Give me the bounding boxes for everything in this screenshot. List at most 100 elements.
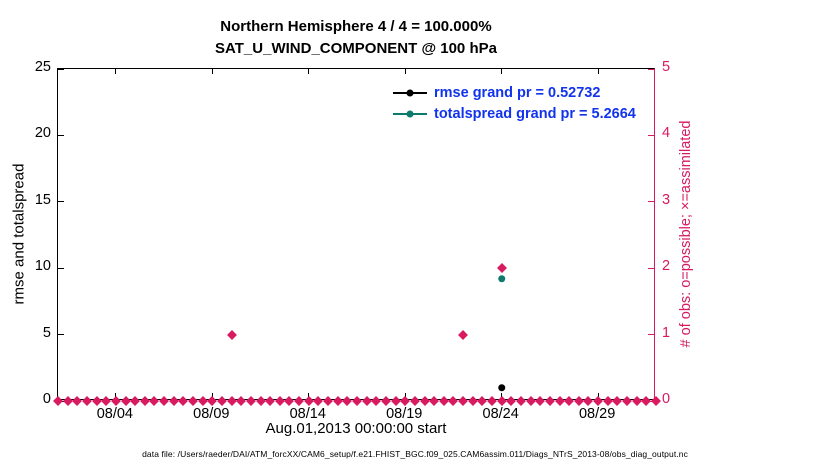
- left-axis-label: rmse and totalspread: [10, 163, 28, 305]
- right-tick-label: 0: [662, 391, 671, 407]
- num-obs-events-marker: [496, 263, 507, 274]
- num-obs-baseline-marker: [390, 396, 401, 406]
- num-obs-baseline-marker: [564, 396, 575, 406]
- num-obs-baseline-marker: [352, 396, 362, 406]
- num-obs-baseline-marker: [477, 396, 488, 406]
- x-axis-top-tick: [597, 69, 599, 74]
- left-axis-tick: [58, 267, 64, 269]
- num-obs-baseline-marker: [506, 396, 517, 406]
- right-axis-tick: [648, 267, 654, 269]
- x-axis-top-tick: [308, 69, 310, 74]
- num-obs-baseline-marker: [236, 396, 247, 406]
- num-obs-baseline-marker: [313, 396, 324, 406]
- num-obs-baseline-marker: [458, 396, 469, 406]
- num-obs-events-marker: [458, 329, 469, 340]
- x-tick-label: 08/04: [96, 406, 133, 422]
- num-obs-baseline-marker: [593, 396, 604, 406]
- plot-area: [53, 68, 661, 406]
- num-obs-baseline-marker: [178, 396, 189, 406]
- data-file-caption: data file: /Users/raeder/DAI/ATM_forcXX/…: [142, 449, 688, 459]
- num-obs-baseline-marker: [245, 396, 256, 406]
- x-axis-tick: [404, 393, 406, 399]
- x-axis-tick: [115, 393, 117, 399]
- num-obs-baseline-marker: [255, 396, 266, 406]
- num-obs-baseline-marker: [207, 396, 218, 406]
- right-tick-label: 5: [662, 59, 671, 75]
- num-obs-baseline-marker: [323, 396, 334, 406]
- rmse-marker: [497, 383, 506, 392]
- num-obs-baseline-marker: [380, 396, 391, 406]
- left-tick-label: 5: [42, 324, 51, 341]
- num-obs-baseline-marker: [400, 396, 411, 406]
- num-obs-baseline-marker: [217, 396, 227, 406]
- x-axis-tick: [501, 393, 503, 399]
- left-tick-label: 20: [34, 125, 51, 142]
- num-obs-baseline-marker: [651, 396, 661, 406]
- chart-title-region: Northern Hemisphere 4 / 4 = 100.000%: [220, 18, 492, 35]
- num-obs-baseline-marker: [120, 396, 131, 406]
- left-tick-label: 0: [42, 391, 51, 407]
- x-tick-label: 08/29: [578, 406, 616, 422]
- num-obs-baseline-marker: [487, 396, 497, 406]
- num-obs-baseline-marker: [554, 396, 565, 406]
- x-axis-tick: [211, 393, 213, 399]
- legend-entry-totalspread: totalspread grand pr = 5.2664: [393, 103, 636, 124]
- legend-entry-rmse: rmse grand pr = 0.52732: [393, 82, 636, 103]
- left-axis-tick: [58, 134, 64, 136]
- x-tick-label: 08/24: [482, 406, 519, 422]
- left-axis-tick: [58, 201, 64, 203]
- chart-title-variable: SAT_U_WIND_COMPONENT @ 100 hPa: [215, 40, 497, 57]
- num-obs-baseline-marker: [81, 396, 92, 406]
- right-axis-tick: [648, 134, 654, 136]
- legend: rmse grand pr = 0.52732 totalspread gran…: [393, 82, 636, 124]
- num-obs-baseline-marker: [371, 396, 382, 406]
- x-tick-label: 08/09: [193, 406, 230, 422]
- rmse-line-marker-icon: [393, 88, 427, 97]
- num-obs-baseline-marker: [130, 396, 141, 406]
- num-obs-baseline-marker: [544, 396, 555, 406]
- left-axis-tick: [58, 334, 64, 336]
- num-obs-baseline-marker: [284, 396, 295, 406]
- right-axis-label: # of obs: o=possible; ×=assimilated: [678, 120, 694, 348]
- num-obs-baseline-marker: [149, 396, 160, 406]
- num-obs-baseline-marker: [91, 396, 102, 406]
- right-axis-tick: [648, 334, 654, 336]
- legend-label-totalspread: totalspread grand pr = 5.2664: [434, 105, 636, 122]
- x-axis-label: Aug.01,2013 00:00:00 start: [265, 420, 447, 437]
- totalspread-line-marker-icon: [393, 109, 427, 118]
- x-tick-label: 08/19: [386, 406, 423, 422]
- num-obs-baseline-marker: [612, 396, 623, 406]
- totalspread-marker: [497, 275, 506, 283]
- num-obs-baseline-marker: [535, 396, 546, 406]
- num-obs-baseline-marker: [641, 396, 652, 406]
- x-tick-label: 08/14: [289, 406, 326, 422]
- x-axis-top-tick: [211, 69, 213, 74]
- num-obs-baseline-marker: [419, 396, 430, 406]
- left-tick-label: 25: [34, 59, 51, 75]
- left-axis-tick: [58, 68, 64, 70]
- right-tick-label: 3: [662, 191, 671, 208]
- x-axis-tick: [597, 393, 599, 399]
- num-obs-baseline-marker: [583, 396, 594, 406]
- left-tick-label: 15: [34, 191, 51, 208]
- num-obs-baseline-marker: [159, 396, 170, 406]
- right-tick-label: 1: [662, 324, 671, 341]
- num-obs-baseline-marker: [188, 396, 198, 406]
- num-obs-baseline-marker: [409, 396, 420, 406]
- num-obs-baseline-marker: [429, 396, 440, 406]
- legend-label-rmse: rmse grand pr = 0.52732: [434, 84, 601, 101]
- x-axis-top-tick: [115, 69, 117, 74]
- num-obs-baseline-marker: [101, 396, 112, 406]
- num-obs-events-marker: [226, 329, 237, 340]
- num-obs-baseline-marker: [265, 396, 276, 406]
- num-obs-baseline-marker: [110, 396, 121, 406]
- right-axis-tick: [648, 201, 654, 203]
- title-block: Northern Hemisphere 4 / 4 = 100.000% SAT…: [57, 16, 655, 60]
- num-obs-baseline-marker: [294, 396, 305, 406]
- right-axis-tick: [648, 400, 654, 402]
- right-tick-label: 4: [662, 125, 671, 142]
- x-axis-top-tick: [404, 69, 406, 74]
- num-obs-baseline-marker: [72, 396, 83, 406]
- num-obs-baseline-marker: [53, 396, 63, 406]
